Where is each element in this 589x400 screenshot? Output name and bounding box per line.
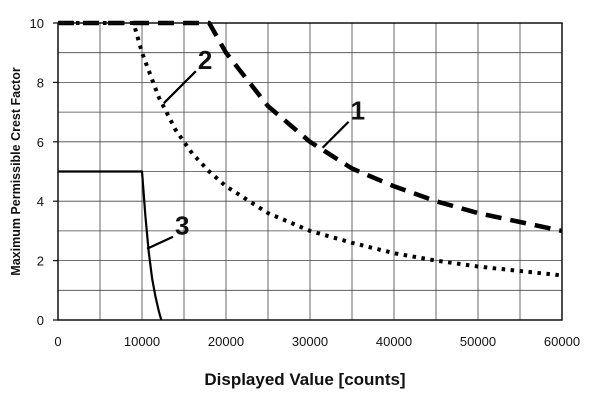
y-axis-title: Maximum Permissible Crest Factor [9,67,23,276]
y-tick-label: 2 [37,254,44,269]
annotation-label-2: 2 [198,45,212,75]
plot-frame [57,22,563,321]
y-tick-label: 6 [37,135,44,150]
annotation-leader-3 [146,235,174,250]
x-axis-title: Displayed Value [counts] [204,370,405,389]
curve-annotations: 1 2 3 [146,45,365,250]
x-tick-label: 20000 [208,334,244,349]
y-tick-label: 4 [37,194,44,209]
y-tick-label: 8 [37,75,44,90]
x-tick-label: 40000 [376,334,412,349]
x-tick-label: 50000 [460,334,496,349]
annotation-label-1: 1 [351,96,365,126]
series-line-2 [58,21,563,278]
x-tick-label: 10000 [124,334,160,349]
series-line-1 [58,20,563,234]
y-tick-label: 0 [37,313,44,328]
annotation-label-3: 3 [175,211,189,241]
series [58,20,563,321]
x-tick-label: 60000 [544,334,580,349]
series-line-3 [58,170,163,321]
annotation-leader-1 [321,120,350,149]
tick-labels: 0 10000 20000 30000 40000 50000 60000 0 2 4 6 8 10 [30,16,581,349]
x-tick-label: 30000 [292,334,328,349]
x-tick-label: 0 [54,334,61,349]
annotation-leader-2 [163,70,197,104]
y-tick-label: 10 [30,16,44,31]
